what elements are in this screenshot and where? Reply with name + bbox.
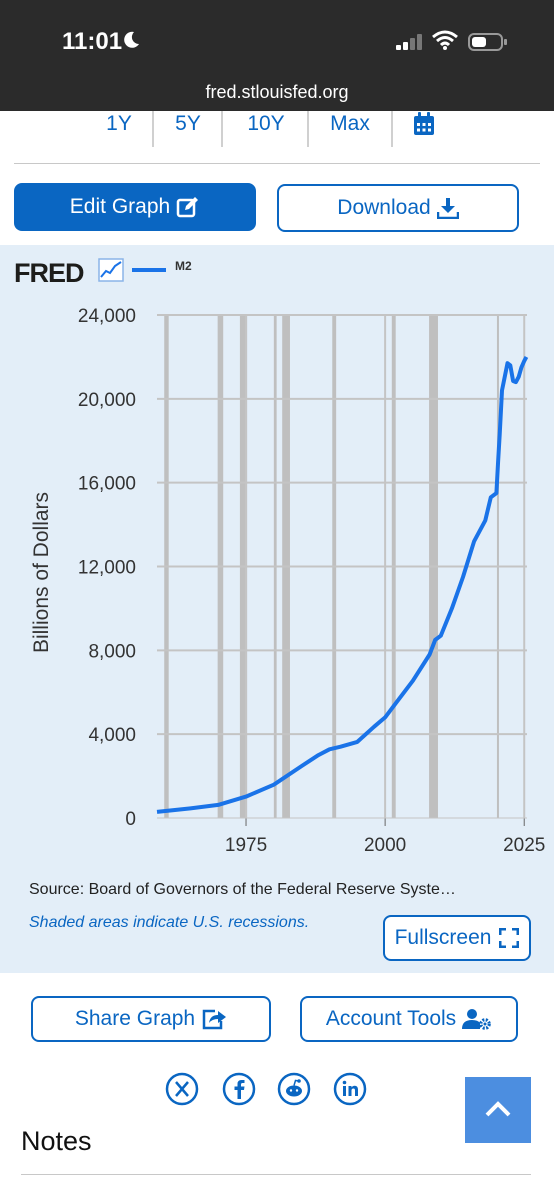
source-text: Source: Board of Governors of the Federa…	[29, 881, 456, 898]
linkedin-icon[interactable]	[333, 1072, 367, 1106]
status-bar: 11:01 fred.stlouisfed.org	[0, 0, 554, 111]
scroll-to-top-button[interactable]	[465, 1077, 531, 1143]
y-tick-label: 24,000	[78, 306, 136, 327]
fullscreen-icon	[499, 928, 520, 948]
recession-note: Shaded areas indicate U.S. recessions.	[29, 914, 310, 931]
calendar-icon[interactable]	[413, 112, 435, 136]
range-10y-button[interactable]: 10Y	[247, 112, 285, 135]
range-divider	[221, 111, 223, 147]
y-tick-label: 4,000	[88, 725, 136, 746]
edit-graph-label: Edit Graph	[69, 195, 171, 218]
wifi-icon	[432, 30, 458, 50]
clock: 11:01	[62, 28, 123, 55]
reddit-icon[interactable]	[277, 1072, 311, 1106]
y-tick-label: 0	[125, 809, 136, 830]
share-graph-label: Share Graph	[74, 1007, 196, 1030]
legend-series-line	[132, 268, 166, 272]
x-tick-label: 2025	[503, 835, 545, 856]
x-tick-label: 2000	[364, 835, 406, 856]
date-range-tabs: 1Y 5Y 10Y Max	[0, 111, 554, 149]
range-divider	[391, 111, 393, 147]
graph-panel	[0, 245, 554, 973]
url-bar[interactable]: fred.stlouisfed.org	[205, 82, 349, 102]
notes-heading: Notes	[21, 1126, 92, 1156]
download-label: Download	[337, 196, 431, 219]
edit-graph-button[interactable]: Edit Graph	[14, 183, 256, 231]
range-max-button[interactable]: Max	[330, 112, 370, 135]
fullscreen-label: Fullscreen	[394, 926, 492, 949]
share-icon	[202, 1009, 227, 1030]
range-5y-button[interactable]: 5Y	[175, 112, 201, 135]
account-icon	[462, 1009, 491, 1030]
signal-icon	[396, 34, 422, 50]
fullscreen-button[interactable]: Fullscreen	[383, 915, 531, 961]
legend-series-label: M2	[175, 259, 192, 273]
y-tick-label: 16,000	[78, 474, 136, 495]
account-tools-label: Account Tools	[325, 1007, 457, 1030]
facebook-icon[interactable]	[222, 1072, 256, 1106]
y-axis-label: Billions of Dollars	[30, 492, 53, 653]
account-tools-button[interactable]: Account Tools	[300, 996, 518, 1042]
chevron-up-icon	[485, 1101, 511, 1117]
range-divider	[152, 111, 154, 147]
y-tick-label: 8,000	[88, 641, 136, 662]
x-icon[interactable]	[165, 1072, 199, 1106]
download-button[interactable]: Download	[277, 184, 519, 232]
series-line-m2	[156, 355, 529, 814]
fred-logo: FRED	[14, 258, 84, 288]
battery-icon	[468, 33, 507, 51]
download-icon	[436, 198, 459, 219]
divider	[21, 1174, 531, 1175]
y-tick-label: 20,000	[78, 390, 136, 411]
chart-plot: 0 4,000 8,000 12,000 16,000 20,000 24,000 1975 2…	[30, 306, 545, 856]
edit-icon	[176, 197, 199, 218]
share-graph-button[interactable]: Share Graph	[31, 996, 271, 1042]
divider	[14, 163, 540, 164]
moon-icon	[124, 31, 139, 48]
x-tick-label: 1975	[225, 835, 267, 856]
range-1y-button[interactable]: 1Y	[106, 112, 132, 135]
range-divider	[307, 111, 309, 147]
chart-icon	[98, 258, 124, 282]
y-tick-label: 12,000	[78, 558, 136, 579]
